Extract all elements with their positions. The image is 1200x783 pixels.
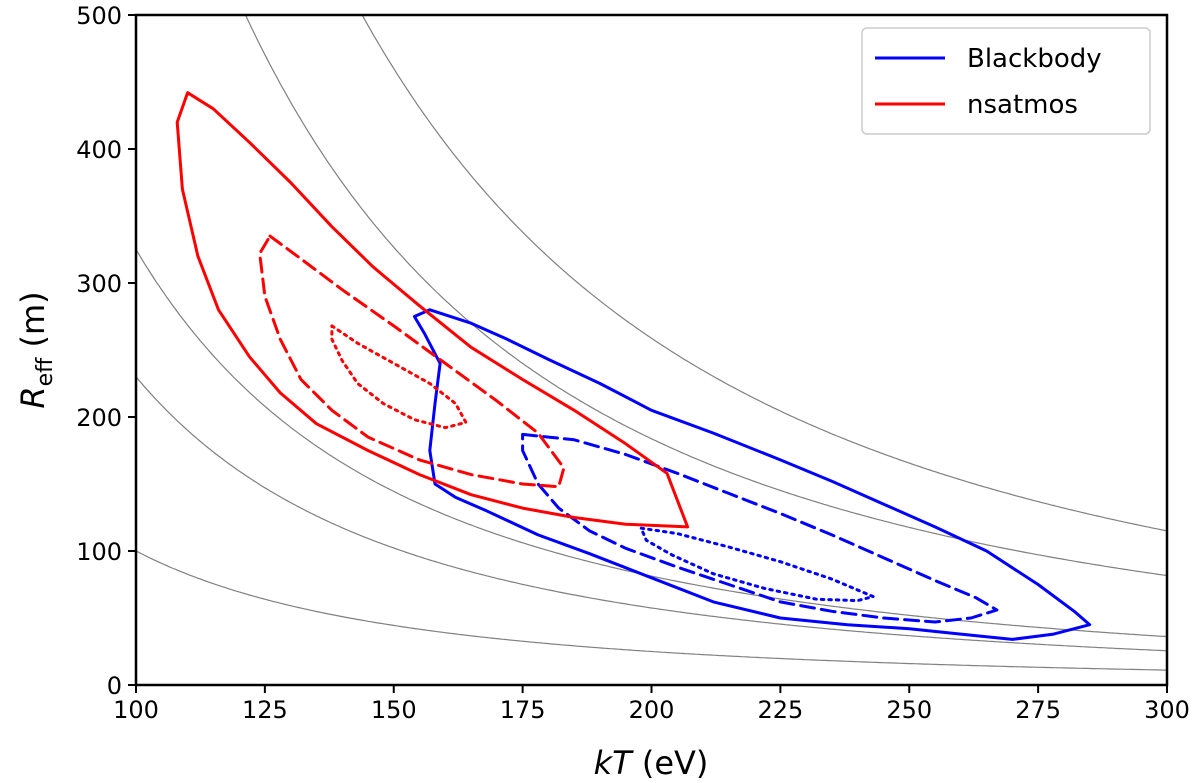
reference-curves (136, 15, 1167, 671)
x-tick-label-100: 100 (113, 696, 159, 724)
reference-curve-3 (136, 249, 1167, 638)
y-tick-label-200: 200 (76, 404, 122, 432)
reference-curve-2 (136, 376, 1167, 652)
x-tick-label-175: 175 (500, 696, 546, 724)
contour-blackbody-outer (412, 308, 1092, 641)
y-tick-label-0: 0 (107, 672, 122, 700)
x-axis-title: kT (eV) (594, 744, 709, 782)
y-tick-label-300: 300 (76, 270, 122, 298)
x-tick-label-300: 300 (1144, 696, 1190, 724)
y-tick-label-400: 400 (76, 136, 122, 164)
x-axis: 100 125 150 175 200 225 250 275 300 (113, 685, 1190, 724)
contour-blackbody-inner (639, 526, 875, 603)
x-axis-title-unit: (eV) (632, 744, 709, 782)
x-tick-label-150: 150 (371, 696, 417, 724)
contour-nsatmos-outer (175, 91, 690, 529)
x-tick-label-225: 225 (757, 696, 803, 724)
y-axis-title-main: R (14, 386, 52, 408)
y-tick-label-500: 500 (76, 2, 122, 30)
contours (175, 91, 1092, 641)
y-axis-title-sub: eff (33, 357, 58, 387)
y-axis: 0 100 200 300 400 500 (76, 2, 136, 700)
contour-nsatmos-middle (258, 234, 566, 489)
legend-label-blackbody: Blackbody (967, 44, 1102, 74)
x-axis-title-italic: kT (594, 744, 635, 782)
y-tick-label-100: 100 (76, 538, 122, 566)
y-axis-title-unit: (m) (14, 291, 52, 357)
x-tick-label-200: 200 (629, 696, 675, 724)
reference-curve-5 (361, 15, 1167, 532)
contour-blackbody-middle (521, 432, 999, 624)
x-tick-label-125: 125 (242, 696, 288, 724)
y-axis-title: Reff (m) (14, 291, 58, 408)
x-tick-label-250: 250 (886, 696, 932, 724)
legend-label-nsatmos: nsatmos (967, 90, 1078, 120)
reference-curve-1 (136, 550, 1167, 671)
legend: Blackbody nsatmos (861, 27, 1151, 135)
x-tick-label-275: 275 (1015, 696, 1061, 724)
contour-nsatmos-inner (330, 324, 468, 430)
reference-curve-4 (244, 15, 1167, 577)
legend-box (861, 27, 1151, 135)
